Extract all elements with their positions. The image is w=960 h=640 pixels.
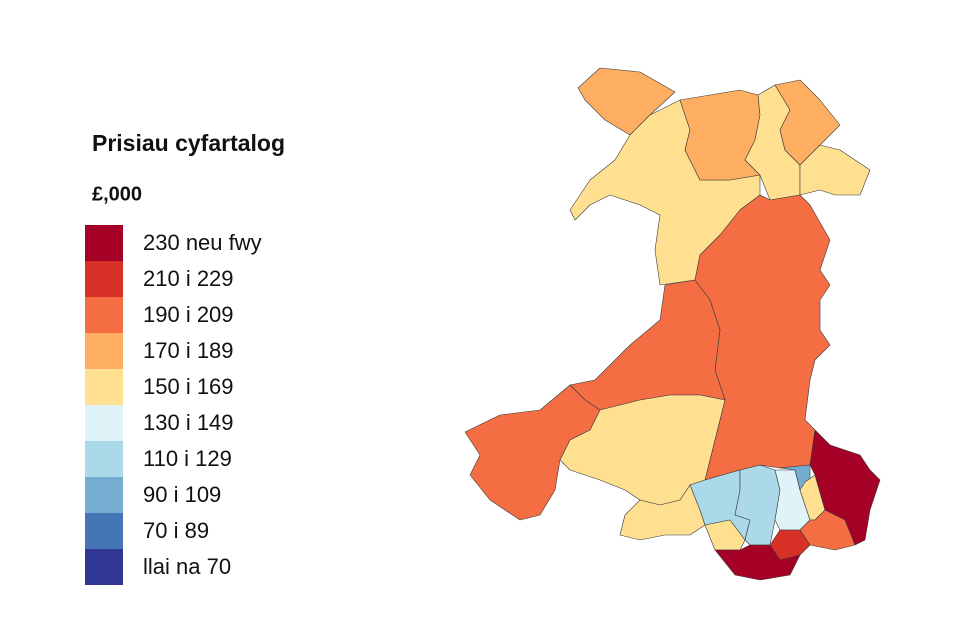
legend-swatch [85,405,123,441]
legend-swatch [85,297,123,333]
legend-label: 170 i 189 [143,338,234,363]
region [799,144,871,196]
wales-map [464,67,881,581]
legend-swatch [85,369,123,405]
legend-swatch [85,549,123,585]
legend-label: 190 i 209 [143,302,234,327]
region [714,544,801,581]
region [799,509,856,551]
legend-swatch [85,441,123,477]
legend-label: 210 i 229 [143,266,234,291]
legend-label: 150 i 169 [143,374,234,399]
legend-label: 130 i 149 [143,410,234,435]
legend: 230 neu fwy 210 i 229 190 i 209 170 i 189 15… [85,225,262,585]
legend-label: 90 i 109 [143,482,221,507]
region [569,279,726,411]
legend-subtitle: £,000 [92,183,142,205]
legend-label: 70 i 89 [143,518,209,543]
legend-label: 230 neu fwy [143,230,262,255]
legend-swatch [85,513,123,549]
legend-label: 110 i 129 [143,446,232,471]
legend-swatch [85,477,123,513]
legend-title: Prisiau cyfartalog [92,130,285,156]
legend-swatch [85,261,123,297]
region [704,519,746,551]
legend-swatch [85,333,123,369]
legend-swatch [85,225,123,261]
legend-label: llai na 70 [143,554,231,579]
